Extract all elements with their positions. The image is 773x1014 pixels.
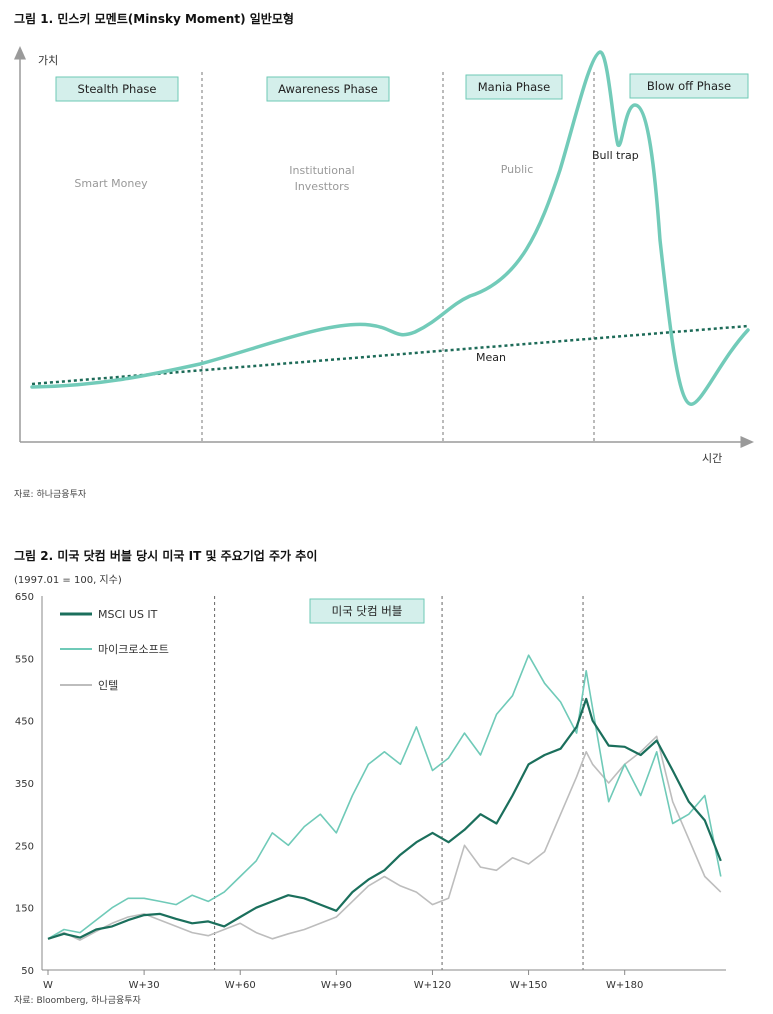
fig1-phase-box-blowoff: Blow off Phase	[629, 73, 749, 99]
fig2-series-group	[47, 654, 722, 941]
fig1-chart: 가치 시간 Stealth Phase Awareness Phase Mani…	[14, 46, 754, 465]
fig2-x-tick-label: W+120	[414, 980, 451, 991]
fig2-y-ticks: 50 150 250 350 450 550 650	[15, 592, 34, 977]
fig1-phase-box-stealth: Stealth Phase	[55, 76, 179, 102]
fig2-legend: MSCI US IT 마이크로소프트 인텔	[60, 608, 169, 692]
fig2-y-tick-label: 650	[15, 592, 34, 603]
fig1-annotation-bull-trap: Bull trap	[592, 149, 639, 162]
fig1-value-curve	[30, 50, 750, 406]
fig2-x-tick-label: W+90	[321, 980, 352, 991]
fig2-line-microsoft	[47, 654, 722, 940]
fig1-participant-public: Public	[501, 163, 534, 176]
fig1-participant-investors: Investtors	[295, 180, 350, 193]
fig2-y-tick-label: 550	[15, 654, 34, 665]
fig1-phase-label-mania: Mania Phase	[478, 80, 551, 94]
fig2-unit: (1997.01 = 100, 지수)	[14, 575, 122, 586]
fig2-x-tick-label: W+150	[510, 980, 547, 991]
fig1-participant-smart-money: Smart Money	[74, 177, 148, 190]
fig2-bubble-label: 미국 닷컴 버블	[332, 604, 403, 618]
fig2-x-tick-label: W+60	[225, 980, 256, 991]
fig2-y-tick-label: 150	[15, 904, 34, 915]
fig2-y-tick-label: 50	[21, 966, 34, 977]
fig2-y-tick-label: 250	[15, 841, 34, 852]
fig2-x-tick-label: W	[43, 980, 53, 991]
fig2-x-tick-label: W+180	[606, 980, 643, 991]
fig1-source: 자료: 하나금융투자	[14, 490, 87, 500]
fig2-y-tick-label: 450	[15, 717, 34, 728]
fig1-participant-institutional: Institutional	[289, 164, 354, 177]
fig1-phase-box-awareness: Awareness Phase	[266, 76, 390, 102]
fig2-y-tick-label: 350	[15, 779, 34, 790]
fig2-dividers	[214, 596, 584, 970]
fig1-y-axis-label: 가치	[38, 54, 58, 67]
fig2-title: 그림 2. 미국 닷컴 버블 당시 미국 IT 및 주요기업 주가 추이	[14, 549, 318, 563]
fig1-annotation-mean: Mean	[476, 351, 506, 364]
fig1-title: 그림 1. 민스키 모멘트(Minsky Moment) 일반모형	[14, 12, 294, 26]
fig2-line-msci	[47, 697, 722, 940]
fig1-phase-label-awareness: Awareness Phase	[278, 82, 378, 96]
fig1-x-axis-label: 시간	[702, 452, 722, 465]
fig2-source: 자료: Bloomberg, 하나금융투자	[14, 996, 141, 1006]
fig1-phase-box-mania: Mania Phase	[465, 74, 563, 100]
fig1-phase-label-blowoff: Blow off Phase	[647, 79, 731, 93]
fig2-line-intel	[47, 735, 722, 941]
fig2-x-ticks: W W+30 W+60 W+90 W+120 W+150 W+180	[43, 970, 643, 991]
fig1-phase-label-stealth: Stealth Phase	[78, 82, 157, 96]
fig2-legend-label-microsoft: 마이크로소프트	[98, 643, 169, 656]
fig2-legend-label-intel: 인텔	[98, 679, 118, 692]
fig2-bubble-label-box: 미국 닷컴 버블	[309, 598, 425, 624]
fig2-legend-label-msci: MSCI US IT	[98, 608, 158, 621]
fig2-x-tick-label: W+30	[129, 980, 160, 991]
